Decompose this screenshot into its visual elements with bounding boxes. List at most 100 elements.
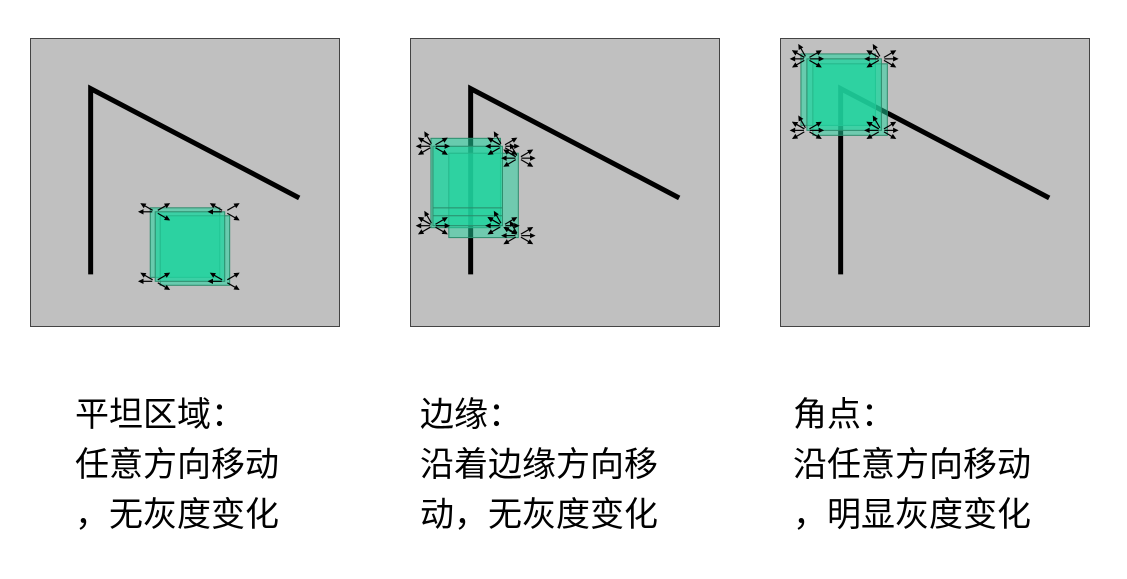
caption-line: 沿任意方向移动 bbox=[793, 445, 1031, 485]
motion-arrow-head bbox=[527, 149, 534, 155]
motion-arrow-head bbox=[527, 161, 534, 167]
diagram-edge bbox=[415, 84, 681, 275]
motion-arrow-head bbox=[514, 223, 520, 229]
caption-line: 边缘： bbox=[420, 395, 522, 435]
motion-arrow-head bbox=[487, 149, 494, 155]
motion-arrow-head bbox=[164, 284, 171, 290]
motion-arrow-head bbox=[866, 121, 873, 127]
motion-arrow-head bbox=[893, 127, 899, 134]
motion-arrow-head bbox=[890, 50, 897, 56]
caption-line: 沿着边缘方向移 bbox=[420, 445, 658, 485]
line-shape bbox=[88, 84, 301, 275]
motion-arrow-head bbox=[209, 272, 216, 278]
motion-arrow-head bbox=[818, 56, 825, 62]
diagram-flat-region bbox=[88, 84, 301, 290]
motion-arrow-head bbox=[503, 227, 510, 233]
motion-arrow-head bbox=[872, 115, 878, 122]
motion-arrow-head bbox=[890, 121, 897, 127]
motion-arrow-head bbox=[415, 143, 422, 149]
motion-arrow-head bbox=[866, 50, 873, 56]
motion-arrow-head bbox=[441, 229, 448, 235]
motion-arrow-head bbox=[527, 239, 534, 245]
motion-arrow-head bbox=[530, 232, 536, 239]
motion-arrow-head bbox=[493, 131, 499, 138]
motion-arrow-head bbox=[509, 143, 515, 150]
motion-arrow-head bbox=[527, 227, 534, 233]
motion-arrow-head bbox=[893, 56, 899, 62]
motion-arrow-head bbox=[164, 215, 171, 221]
motion-arrow-head bbox=[444, 143, 451, 149]
motion-arrow-head bbox=[818, 127, 825, 134]
motion-arrow-head bbox=[514, 143, 520, 149]
motion-arrow-icon bbox=[415, 131, 536, 245]
motion-arrow-head bbox=[503, 161, 510, 167]
motion-arrow-head bbox=[791, 50, 799, 56]
motion-arrow-head bbox=[511, 217, 518, 223]
motion-arrow-head bbox=[890, 133, 897, 139]
moving-window bbox=[149, 207, 231, 286]
motion-arrow-head bbox=[424, 131, 430, 138]
motion-arrow-head bbox=[815, 133, 822, 139]
motion-arrow-head bbox=[503, 239, 510, 245]
motion-arrow-head bbox=[233, 284, 240, 290]
motion-arrow-head bbox=[866, 62, 873, 68]
motion-arrow-head bbox=[815, 62, 822, 68]
motion-arrow-head bbox=[872, 43, 878, 51]
motion-arrow-head bbox=[140, 272, 147, 278]
motion-arrow-head bbox=[864, 56, 870, 62]
motion-arrow-head bbox=[530, 155, 536, 161]
motion-arrow-head bbox=[791, 133, 799, 139]
motion-arrow-head bbox=[207, 278, 214, 284]
motion-arrow-head bbox=[424, 210, 430, 217]
motion-arrow-head bbox=[791, 121, 799, 127]
motion-arrow-head bbox=[789, 56, 796, 62]
motion-arrow-head bbox=[209, 203, 216, 209]
motion-arrow-head bbox=[864, 127, 870, 134]
moving-window bbox=[430, 137, 519, 239]
motion-arrow-head bbox=[207, 209, 214, 215]
motion-arrow-head bbox=[493, 210, 499, 217]
window-center bbox=[432, 145, 503, 227]
window-center bbox=[806, 58, 882, 131]
motion-arrow-head bbox=[798, 43, 804, 51]
motion-arrow-head bbox=[815, 121, 822, 127]
motion-arrow-head bbox=[815, 50, 822, 56]
motion-arrow-head bbox=[137, 209, 144, 215]
motion-arrow-head bbox=[485, 223, 491, 229]
diagram-corner bbox=[789, 43, 1051, 275]
motion-arrow-head bbox=[444, 223, 451, 229]
motion-arrow-head bbox=[441, 217, 448, 223]
motion-arrow-icon bbox=[789, 43, 899, 139]
motion-arrow-head bbox=[487, 137, 494, 143]
panel-flat-region bbox=[30, 38, 340, 327]
caption-line: 动，无灰度变化 bbox=[420, 495, 658, 535]
motion-arrow-head bbox=[417, 137, 425, 143]
motion-arrow-head bbox=[509, 220, 515, 227]
motion-arrow-head bbox=[511, 137, 518, 143]
motion-arrow-head bbox=[485, 143, 491, 149]
motion-arrow-head bbox=[501, 232, 507, 239]
motion-arrow-head bbox=[164, 203, 171, 209]
motion-arrow-head bbox=[233, 203, 240, 209]
caption-edge: 边缘： 沿着边缘方向移 动，无灰度变化 bbox=[420, 390, 740, 540]
caption-line: ，明显灰度变化 bbox=[793, 495, 1031, 535]
caption-line: 平坦区域： bbox=[75, 395, 245, 435]
motion-arrow-head bbox=[487, 217, 494, 223]
window-center bbox=[154, 211, 226, 282]
motion-arrow-head bbox=[417, 149, 425, 155]
motion-arrow-head bbox=[503, 149, 510, 155]
motion-arrow-head bbox=[441, 137, 448, 143]
motion-arrow-head bbox=[164, 272, 171, 278]
motion-arrow-head bbox=[137, 278, 144, 284]
panel-edge bbox=[410, 38, 720, 327]
moving-window bbox=[800, 53, 888, 136]
motion-arrow-head bbox=[441, 149, 448, 155]
motion-arrow-icon bbox=[137, 203, 240, 290]
motion-arrow-head bbox=[417, 217, 425, 223]
panel-corner bbox=[780, 38, 1090, 327]
motion-arrow-head bbox=[866, 133, 873, 139]
motion-arrow-head bbox=[789, 127, 796, 134]
motion-arrow-head bbox=[501, 155, 507, 161]
motion-arrow-head bbox=[798, 115, 804, 122]
caption-corner: 角点： 沿任意方向移动 ，明显灰度变化 bbox=[793, 390, 1113, 540]
